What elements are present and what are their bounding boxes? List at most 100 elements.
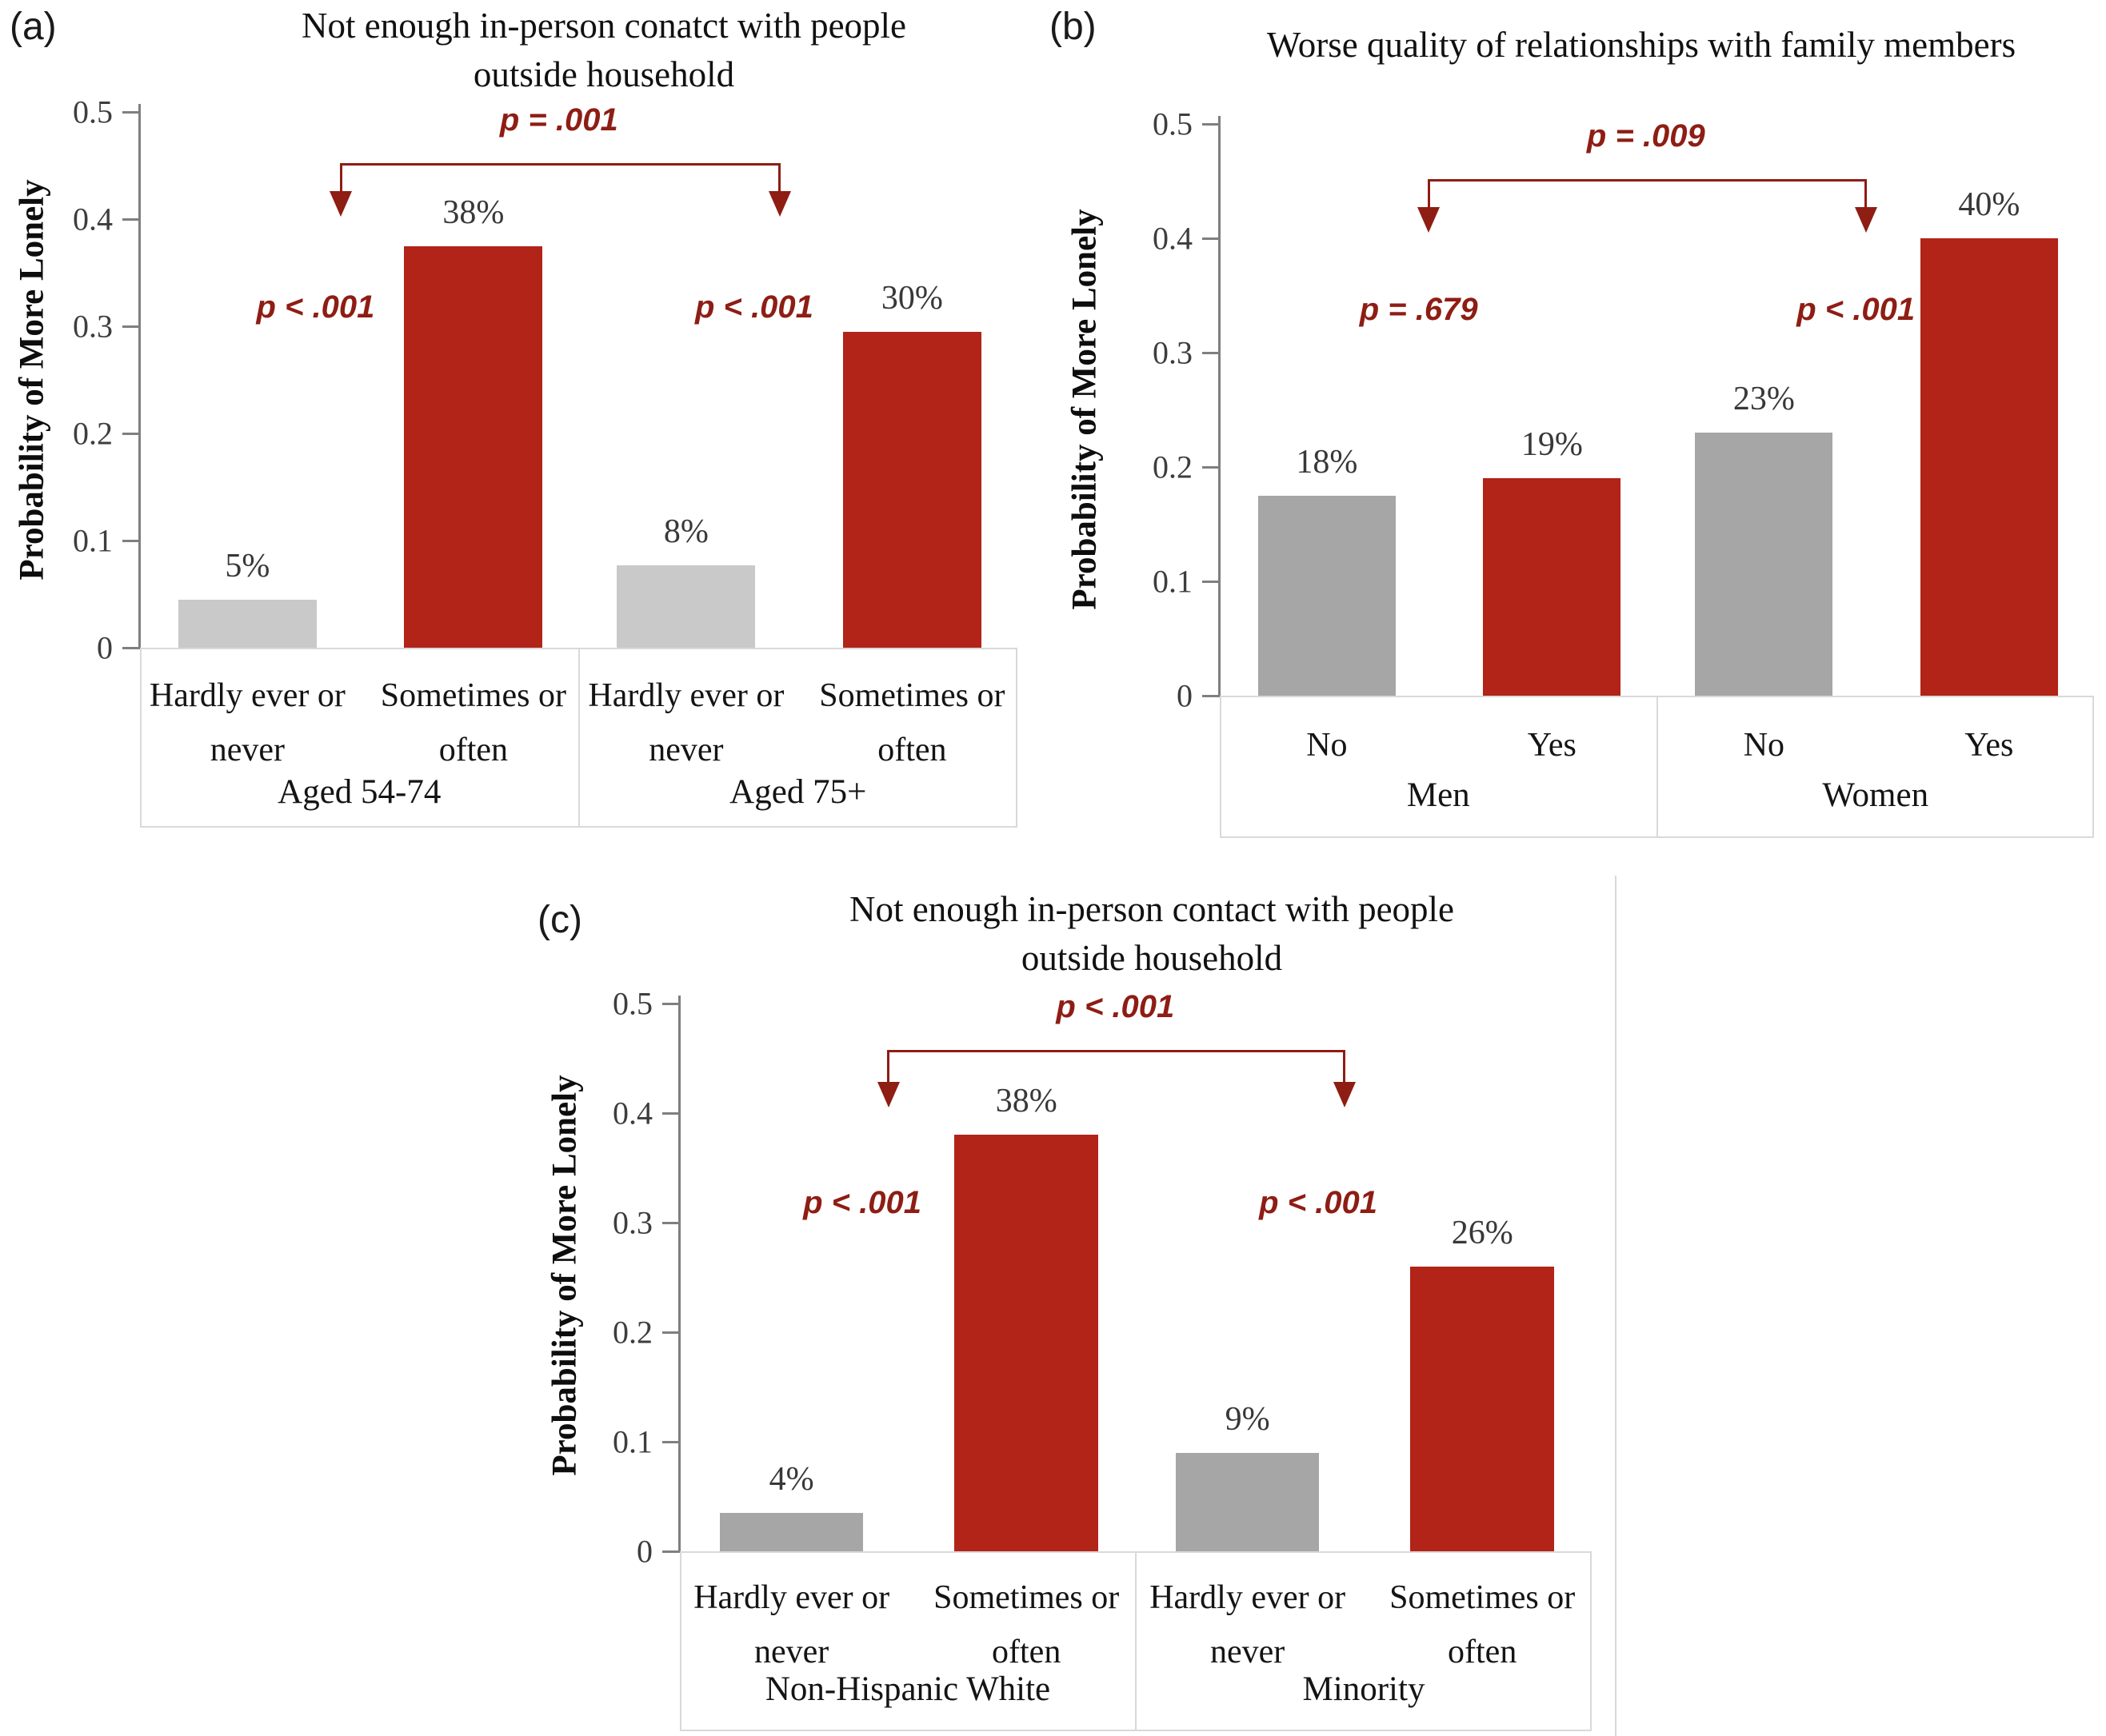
y-axis-line — [678, 996, 681, 1553]
group-divider — [577, 649, 580, 826]
group-label: Men — [1406, 776, 1470, 814]
value-label: 38% — [442, 194, 505, 231]
chart-panel-a: (a) Not enough in-person conatct with pe… — [0, 0, 1036, 840]
bar — [1920, 238, 2058, 696]
bar — [617, 565, 756, 648]
y-tick-label: 0.2 — [613, 1314, 653, 1351]
bar — [1483, 478, 1621, 696]
y-axis-title-b: Probability of More Lonely — [1065, 209, 1104, 610]
bracket-line — [339, 163, 781, 166]
y-tick-mark — [662, 1003, 678, 1005]
y-tick-label: 0.2 — [73, 415, 113, 452]
y-tick-mark — [662, 1441, 678, 1443]
panel-label-c: (c) — [537, 899, 582, 941]
bracket-arm — [778, 163, 781, 192]
y-tick-mark — [122, 218, 138, 221]
value-label: 26% — [1451, 1214, 1513, 1251]
bracket-arm — [1343, 1049, 1346, 1083]
group-label: Aged 54-74 — [278, 773, 442, 811]
value-label: 9% — [1225, 1400, 1270, 1438]
y-tick-label: 0 — [1177, 677, 1193, 714]
panel-label-a: (a) — [10, 6, 57, 48]
y-axis-line — [1218, 116, 1221, 697]
value-label: 30% — [881, 279, 943, 317]
bracket-arm — [1864, 178, 1868, 207]
value-label: 38% — [995, 1083, 1057, 1120]
value-label: 5% — [225, 547, 270, 585]
bracket-line — [887, 1049, 1346, 1052]
page-divider-line — [1615, 876, 1616, 1736]
bar — [842, 331, 981, 648]
bar — [1175, 1452, 1320, 1551]
x-label-box — [1220, 696, 2094, 838]
p-value-label: p < .001 — [803, 1185, 921, 1221]
y-tick-label: 0 — [97, 629, 113, 666]
bar — [1695, 433, 1833, 696]
value-label: 8% — [663, 513, 709, 550]
y-tick-mark — [1202, 581, 1218, 583]
y-tick-label: 0.3 — [613, 1204, 653, 1241]
p-value-label: p < .001 — [256, 289, 375, 325]
down-arrow-icon — [768, 191, 791, 217]
y-tick-label: 0.4 — [613, 1095, 653, 1131]
y-tick-label: 0.5 — [1153, 106, 1193, 142]
y-tick-mark — [122, 111, 138, 114]
p-value-label: p < .001 — [1796, 291, 1916, 327]
down-arrow-icon — [330, 191, 353, 217]
y-tick-mark — [662, 1331, 678, 1334]
value-label: 40% — [1958, 186, 2020, 223]
category-label: No — [1743, 727, 1785, 764]
y-tick-mark — [122, 540, 138, 542]
category-label: Hardly ever or never — [1149, 1579, 1346, 1670]
comparison-p-label: p = .001 — [499, 102, 618, 138]
category-label: Hardly ever or never — [149, 677, 346, 768]
y-tick-mark — [122, 647, 138, 649]
bracket-arm — [339, 163, 342, 192]
comparison-p-label: p < .001 — [1056, 988, 1175, 1024]
down-arrow-icon — [877, 1082, 900, 1108]
y-tick-mark — [1202, 466, 1218, 469]
bracket-line — [1427, 178, 1868, 182]
y-tick-label: 0.1 — [73, 522, 113, 559]
category-label: Sometimes or often — [819, 677, 1005, 768]
x-label-box — [680, 1551, 1592, 1731]
value-label: 4% — [769, 1461, 814, 1499]
y-tick-label: 0.3 — [1153, 334, 1193, 371]
y-axis-title-a: Probability of More Lonely — [13, 179, 51, 581]
value-label: 19% — [1521, 426, 1583, 464]
category-label: Sometimes or often — [1389, 1579, 1576, 1670]
category-label: Yes — [1527, 727, 1577, 764]
p-value-label: p < .001 — [694, 289, 813, 325]
bar — [178, 599, 317, 648]
chart-panel-c: (c) Not enough in-person contact with pe… — [498, 876, 1627, 1736]
group-label: Aged 75+ — [729, 773, 867, 811]
y-axis-line — [138, 104, 141, 649]
y-axis-title-c: Probability of More Lonely — [545, 1075, 584, 1476]
bar — [954, 1135, 1098, 1551]
bar — [1257, 495, 1396, 696]
y-tick-label: 0.3 — [73, 308, 113, 345]
comparison-p-label: p = .009 — [1586, 118, 1705, 154]
bracket-arm — [887, 1049, 890, 1083]
y-tick-mark — [1202, 123, 1218, 126]
group-label: Non-Hispanic White — [765, 1670, 1051, 1708]
group-divider — [1656, 697, 1658, 836]
y-tick-mark — [662, 1222, 678, 1224]
chart-panel-b: (b) Worse quality of relationships with … — [1040, 0, 2106, 844]
category-label: Hardly ever or never — [588, 677, 785, 768]
panel-label-b: (b) — [1049, 6, 1097, 48]
value-label: 23% — [1732, 381, 1795, 418]
y-tick-mark — [1202, 237, 1218, 240]
y-tick-label: 0.4 — [1153, 220, 1193, 257]
y-tick-label: 0.4 — [73, 201, 113, 237]
category-label: Sometimes or often — [933, 1579, 1120, 1670]
chart-title-c: Not enough in-person contact with people… — [849, 889, 1455, 978]
bracket-arm — [1427, 178, 1430, 207]
down-arrow-icon — [1333, 1082, 1356, 1108]
group-label: Women — [1822, 776, 1929, 814]
p-value-label: p = .679 — [1359, 291, 1478, 327]
down-arrow-icon — [1854, 206, 1877, 233]
category-label: Hardly ever or never — [693, 1579, 890, 1670]
down-arrow-icon — [1417, 206, 1441, 233]
y-tick-mark — [1202, 352, 1218, 354]
